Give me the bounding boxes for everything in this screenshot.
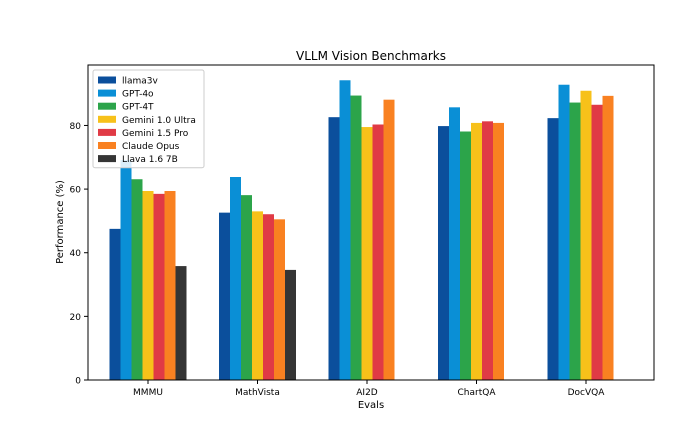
legend: llama3v GPT-4o GPT-4T Gemini 1.0 Ultra Gemin… [92,69,205,169]
bar-gemini-1-5-pro-chartqa [482,121,493,380]
bar-gpt-4o-mathvista [230,177,241,380]
legend-box [92,69,205,169]
bar-gpt-4t-chartqa [460,131,471,380]
y-axis-label: Performance (%) [55,180,66,264]
bar-gemini-1-0-ultra-chartqa [471,122,482,380]
x-tick-label: AI2D [356,388,378,398]
legend-swatch [98,128,116,136]
bar-gpt-4o-ai2d [339,80,351,381]
bar-claude-opus-chartqa [493,122,504,380]
legend-swatch [98,102,116,110]
legend-swatch [98,142,116,149]
bar-claude-opus-mmmu [164,191,176,380]
legend-swatch [98,76,116,84]
bar-llama3v-ai2d [328,117,340,381]
bar-claude-opus-mathvista [274,219,285,380]
bar-llama3v-mathvista [219,212,230,380]
bar-gpt-4t-mmmu [131,179,143,380]
bar-claude-opus-ai2d [383,99,395,381]
bar-gemini-1-0-ultra-mmmu [142,191,154,380]
x-axis-label: Evals [358,400,384,411]
legend-label: Gemini 1.5 Pro [122,129,189,139]
bar-llama3v-chartqa [438,126,449,380]
y-ticks-group: 0 20 40 60 80 [70,122,88,387]
bar-gemini-1-5-pro-mmmu [153,193,165,380]
x-tick-label: DocVQA [568,388,606,398]
x-tick-label: MMMU [133,388,163,398]
plot-frame [87,64,655,381]
bar-gemini-1-5-pro-ai2d [372,124,384,380]
bar-gpt-4o-docvqa [558,84,570,380]
legend-swatch [98,115,116,123]
y-tick-label: 60 [70,186,82,196]
bar-gpt-4t-ai2d [350,95,362,381]
bars-group [109,80,614,381]
bar-gpt-4t-mathvista [241,195,252,380]
bar-llama3v-mmmu [109,228,121,380]
legend-label: llama3v [122,77,159,87]
bar-gemini-1-5-pro-docvqa [591,104,603,381]
y-tick-label: 80 [70,122,82,132]
legend-label: GPT-4o [122,90,154,100]
bar-gemini-1-0-ultra-mathvista [252,211,263,380]
legend-swatch [98,89,116,97]
bar-gpt-4t-docvqa [569,102,581,381]
bar-llava-1-6-7b-mmmu [175,266,187,380]
bar-gemini-1-0-ultra-ai2d [361,127,373,380]
legend-label: Gemini 1.0 Ultra [122,116,196,126]
x-tick-label: MathVista [235,388,280,398]
bar-gpt-4o-mmmu [120,160,132,380]
legend-label: GPT-4T [122,103,154,113]
bar-gemini-1-0-ultra-docvqa [580,90,592,381]
bar-claude-opus-docvqa [602,95,614,381]
bar-llama3v-docvqa [547,118,559,380]
y-tick-label: 0 [75,377,81,387]
bar-gemini-1-5-pro-mathvista [263,214,274,380]
bar-gpt-4o-chartqa [449,107,460,380]
y-tick-label: 20 [70,313,82,323]
y-tick-label: 40 [70,249,82,259]
x-tick-label: ChartQA [458,388,497,398]
x-ticks-group: MMMU MathVista AI2D ChartQA DocVQA [133,380,605,398]
legend-label: Claude Opus [122,142,180,152]
legend-label: Llava 1.6 7B [122,155,178,165]
bar-llava-1-6-7b-mathvista [285,269,296,380]
chart-title: VLLM Vision Benchmarks [296,49,446,63]
legend-swatch [98,155,116,163]
